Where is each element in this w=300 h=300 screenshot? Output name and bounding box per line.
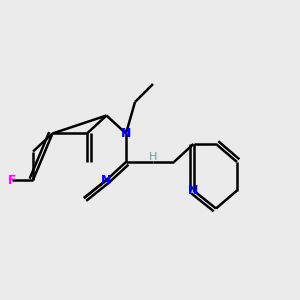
Text: N: N xyxy=(121,127,131,140)
Text: H: H xyxy=(149,152,157,162)
Text: N: N xyxy=(188,184,199,197)
Text: F: F xyxy=(8,173,16,187)
Text: N: N xyxy=(101,173,112,187)
